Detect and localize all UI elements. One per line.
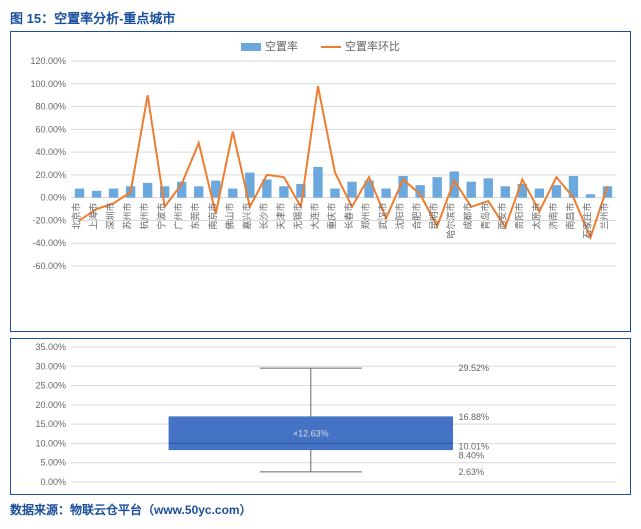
svg-text:上海市: 上海市 [88, 203, 99, 230]
svg-text:苏州市: 苏州市 [122, 203, 133, 230]
box-chart: 0.00% 5.00% 10.00% 15.00% 20.00% 25.00% 30.00%… [11, 339, 626, 494]
svg-text:成都市: 成都市 [462, 203, 473, 230]
svg-text:武汉市: 武汉市 [377, 203, 388, 230]
svg-text:沈阳市: 沈阳市 [394, 203, 405, 230]
svg-text:长沙市: 长沙市 [258, 203, 269, 230]
legend-line-label: 空置率环比 [345, 41, 400, 53]
svg-text:深圳市: 深圳市 [105, 203, 116, 230]
svg-text:长春市: 长春市 [343, 203, 354, 230]
svg-text:2.63%: 2.63% [459, 467, 485, 477]
svg-text:60.00%: 60.00% [35, 124, 66, 134]
svg-text:石家庄市: 石家庄市 [581, 203, 592, 239]
svg-text:东莞市: 东莞市 [190, 203, 201, 230]
svg-text:120.00%: 120.00% [30, 56, 66, 66]
legend-line: 空置率环比 [321, 38, 400, 54]
svg-text:哈尔滨市: 哈尔滨市 [445, 203, 456, 239]
svg-text:-60.00%: -60.00% [32, 261, 66, 271]
svg-text:昆明市: 昆明市 [428, 203, 439, 230]
svg-text:南京市: 南京市 [207, 203, 218, 230]
svg-text:40.00%: 40.00% [35, 147, 66, 157]
svg-text:0.00%: 0.00% [40, 193, 66, 203]
svg-text:15.00%: 15.00% [35, 419, 66, 429]
svg-text:佛山市: 佛山市 [224, 203, 235, 230]
svg-text:25.00%: 25.00% [35, 381, 66, 391]
svg-text:青岛市: 青岛市 [479, 203, 490, 230]
svg-text:重庆市: 重庆市 [326, 203, 337, 230]
svg-text:广州市: 广州市 [173, 203, 184, 230]
svg-text:35.00%: 35.00% [35, 342, 66, 352]
svg-text:-20.00%: -20.00% [32, 215, 66, 225]
box-chart-panel: 0.00% 5.00% 10.00% 15.00% 20.00% 25.00% 30.00%… [10, 338, 631, 495]
svg-text:无锡市: 无锡市 [292, 203, 303, 230]
svg-text:杭州市: 杭州市 [139, 203, 150, 230]
svg-text:郑州市: 郑州市 [360, 203, 371, 230]
svg-text:20.00%: 20.00% [35, 170, 66, 180]
svg-text:5.00%: 5.00% [40, 458, 66, 468]
svg-text:南昌市: 南昌市 [564, 203, 575, 230]
chart-title: 图 15：空置率分析-重点城市 [10, 8, 631, 27]
svg-text:16.88%: 16.88% [459, 412, 490, 422]
legend-bar-label: 空置率 [265, 41, 298, 53]
svg-text:30.00%: 30.00% [35, 361, 66, 371]
svg-text:贵阳市: 贵阳市 [513, 203, 524, 230]
svg-text:兰州市: 兰州市 [598, 203, 609, 230]
svg-text:合肥市: 合肥市 [411, 203, 422, 230]
combo-chart-panel: 空置率 空置率环比 -60.00% -40.00% -20.00% 0.00% 20.0… [10, 31, 631, 332]
data-source: 数据来源：物联云仓平台（www.50yc.com） [10, 501, 631, 518]
svg-text:济南市: 济南市 [547, 203, 558, 230]
svg-text:西安市: 西安市 [496, 203, 507, 230]
svg-text:8.40%: 8.40% [459, 451, 485, 461]
svg-text:20.00%: 20.00% [35, 400, 66, 410]
svg-text:宁波市: 宁波市 [156, 203, 167, 230]
svg-text:北京市: 北京市 [71, 203, 82, 230]
svg-text:29.52%: 29.52% [459, 363, 490, 373]
svg-text:天津市: 天津市 [275, 203, 286, 230]
svg-text:×12.63%: ×12.63% [293, 428, 329, 438]
svg-text:10.00%: 10.00% [35, 438, 66, 448]
svg-text:大连市: 大连市 [309, 203, 320, 230]
svg-text:0.00%: 0.00% [40, 477, 66, 487]
svg-text:嘉兴市: 嘉兴市 [241, 203, 252, 230]
svg-text:80.00%: 80.00% [35, 102, 66, 112]
svg-text:太原市: 太原市 [530, 203, 541, 230]
svg-text:-40.00%: -40.00% [32, 238, 66, 248]
legend-bar: 空置率 [241, 38, 298, 54]
legend: 空置率 空置率环比 [11, 32, 630, 56]
combo-chart: -60.00% -40.00% -20.00% 0.00% 20.00% 40.00% 60… [11, 56, 626, 331]
svg-text:100.00%: 100.00% [30, 79, 66, 89]
